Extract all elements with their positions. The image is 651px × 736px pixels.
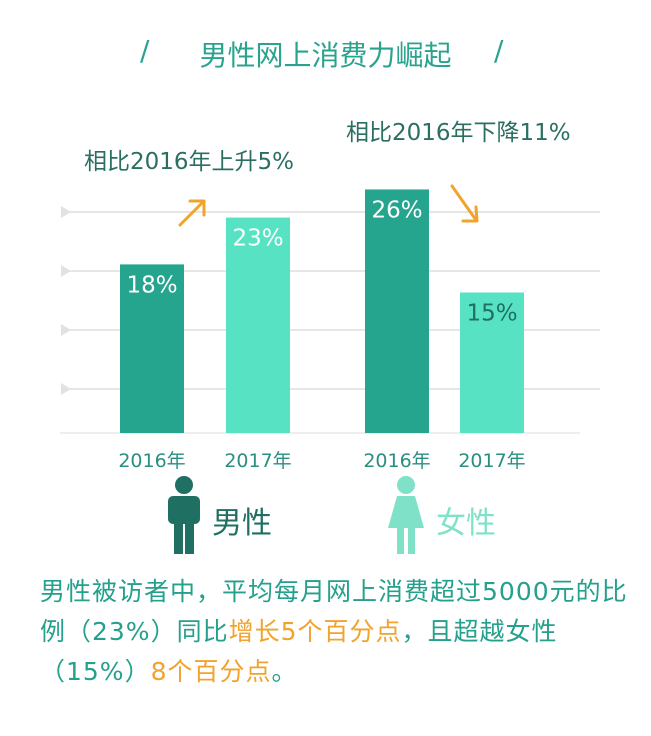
bar-value-label: 26%: [371, 197, 422, 223]
summary-highlight-2: 8个百分点: [150, 657, 272, 686]
gridline-marker: [61, 383, 71, 395]
title-slash-right: /: [494, 34, 504, 67]
summary-highlight-1: 增长5个百分点: [228, 617, 402, 646]
chart-title-row: / 男性网上消费力崛起 /: [0, 34, 651, 74]
chart-title: 男性网上消费力崛起: [199, 39, 452, 72]
trend-down-arrow-icon: [450, 184, 479, 223]
x-tick-label: 2016年: [118, 450, 185, 472]
title-slash-left: /: [140, 34, 150, 67]
bar: [365, 189, 429, 433]
legend-female-label: 女性: [436, 506, 496, 541]
summary-part-1: 男性被访者中，平均每月网上消费超过5000元的比例（23%）同比: [40, 577, 628, 646]
summary-text: 男性被访者中，平均每月网上消费超过5000元的比例（23%）同比增长5个百分点，…: [40, 572, 630, 692]
summary-part-3: 。: [271, 657, 298, 686]
gridline-marker: [61, 265, 71, 277]
male-change-note: 相比2016年上升5%: [84, 149, 295, 175]
gridline-marker: [61, 324, 71, 336]
bar-value-label: 15%: [466, 301, 517, 327]
bar: [460, 292, 524, 433]
bar: [226, 217, 290, 433]
male-person-icon: [168, 476, 200, 554]
bar-value-label: 23%: [232, 226, 283, 252]
bar-chart: 18% 2016年 23% 2017年 26% 2016年 15% 2017年: [60, 184, 600, 472]
trend-up-arrow-icon: [178, 199, 206, 227]
summary-part-2: ，且超越女性（15%）: [40, 617, 558, 686]
gridline-marker: [61, 206, 71, 218]
bars: 18% 2016年 23% 2017年 26% 2016年 15% 2017年: [118, 189, 526, 472]
x-tick-label: 2017年: [458, 450, 525, 472]
legend-male-label: 男性: [212, 506, 272, 541]
bar: [120, 264, 184, 433]
female-change-note: 相比2016年下降11%: [346, 120, 571, 146]
x-tick-label: 2017年: [224, 450, 291, 472]
female-person-icon: [388, 476, 424, 554]
trend-arrows: [178, 184, 479, 227]
bar-value-label: 18%: [126, 272, 177, 298]
x-tick-label: 2016年: [363, 450, 430, 472]
